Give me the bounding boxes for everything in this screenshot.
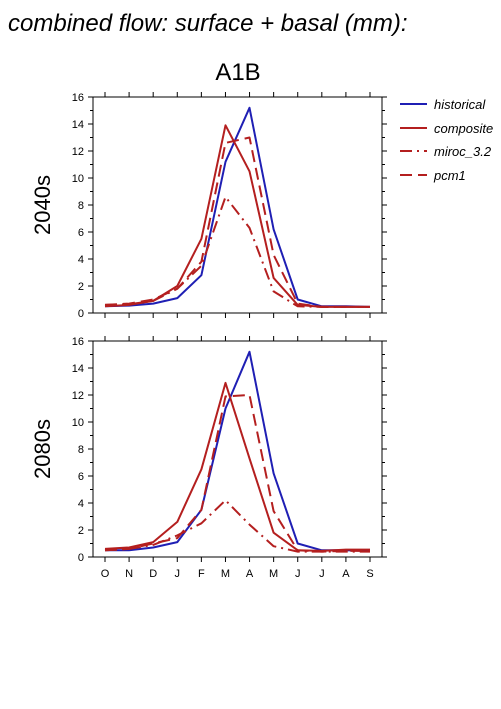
legend-item-pcm1: pcm1: [400, 168, 466, 183]
y-tick-label: 16: [72, 92, 84, 104]
series-line-miroc-3-2: [104, 195, 370, 308]
x-tick-label: J: [175, 568, 181, 580]
y-tick-label: 0: [78, 552, 84, 564]
tick-layer: 0 2 4 6 8 10 12 14 16 O N D J F M A M J J A S: [72, 336, 387, 580]
y-tick-label: 14: [72, 363, 84, 375]
series-line-composite: [104, 381, 370, 552]
y-tick-label: 10: [72, 417, 84, 429]
x-tick-label: S: [366, 568, 373, 580]
panel-2040s: 2040s 0 2 4 6 8 10 12 14 16: [30, 92, 387, 320]
x-tick-label: N: [125, 568, 133, 580]
x-tick-label: J: [295, 568, 301, 580]
legend: historical composite miroc_3.2 pcm1: [400, 97, 493, 183]
y-tick-label: 8: [78, 444, 84, 456]
panel-frame: [92, 96, 383, 314]
y-tick-label: 0: [78, 308, 84, 320]
legend-label-composite: composite: [434, 121, 493, 136]
y-tick-label: 12: [72, 390, 84, 402]
figure-title: combined flow: surface + basal (mm):: [8, 10, 407, 37]
y-tick-label: 4: [78, 498, 84, 510]
row-label-2040s: 2040s: [30, 175, 55, 235]
series-layer: [104, 106, 371, 308]
panel-frame: [92, 340, 383, 558]
series-line-pcm1: [104, 136, 370, 308]
x-tick-label: A: [342, 568, 350, 580]
y-tick-label: 4: [78, 254, 84, 266]
x-tick-label: F: [198, 568, 205, 580]
x-tick-label: A: [246, 568, 254, 580]
x-tick-label: J: [319, 568, 325, 580]
y-tick-label: 10: [72, 173, 84, 185]
series-line-pcm1: [104, 394, 370, 553]
y-tick-label: 14: [72, 119, 84, 131]
y-tick-label: 16: [72, 336, 84, 348]
y-tick-label: 6: [78, 471, 84, 483]
legend-label-miroc: miroc_3.2: [434, 144, 492, 159]
x-tick-label: O: [101, 568, 110, 580]
series-line-miroc-3-2: [104, 499, 370, 553]
y-tick-label: 2: [78, 525, 84, 537]
y-tick-label: 2: [78, 281, 84, 293]
legend-item-miroc: miroc_3.2: [400, 144, 492, 159]
series-line-composite: [104, 124, 370, 308]
y-tick-label: 8: [78, 200, 84, 212]
legend-label-historical: historical: [434, 97, 486, 112]
legend-item-composite: composite: [400, 121, 493, 136]
legend-label-pcm1: pcm1: [433, 168, 466, 183]
series-line-historical: [105, 350, 371, 552]
panel-2080s: 2080s 0 2 4 6 8 10 12 14 16 O N D J F M A M J J A S: [30, 336, 387, 580]
y-tick-label: 12: [72, 146, 84, 158]
scenario-title: A1B: [215, 59, 260, 86]
legend-item-historical: historical: [400, 97, 486, 112]
x-tick-label: M: [221, 568, 230, 580]
x-tick-label: M: [269, 568, 278, 580]
series-layer: [104, 350, 371, 553]
row-label-2080s: 2080s: [30, 419, 55, 479]
x-tick-label: D: [149, 568, 157, 580]
y-tick-label: 6: [78, 227, 84, 239]
tick-layer: 0 2 4 6 8 10 12 14 16: [72, 92, 387, 320]
series-line-historical: [104, 106, 371, 308]
